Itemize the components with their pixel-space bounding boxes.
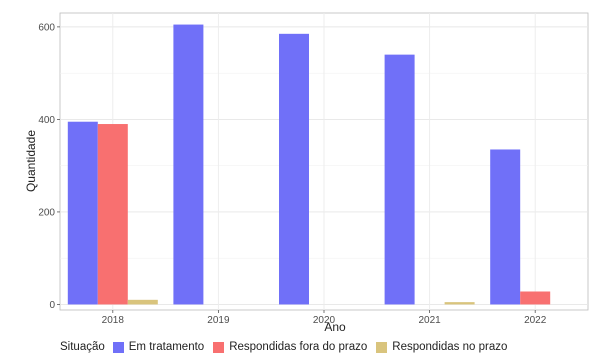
bar-2021-series-1	[384, 54, 415, 305]
legend-swatch	[112, 341, 124, 353]
x-tick-label: 2018	[102, 315, 125, 326]
legend-swatch	[213, 341, 225, 353]
legend-label: Respondidas fora do prazo	[229, 341, 368, 353]
legend-item-2: Respondidas fora do prazo	[213, 341, 367, 353]
y-axis: 0 200 400 600	[38, 22, 60, 311]
legend: Situação Em tratamento Respondidas fora d…	[0, 338, 590, 356]
legend-item-3: Respondidas no prazo	[376, 341, 507, 353]
y-tick-label: 600	[38, 22, 55, 33]
y-tick-label: 0	[49, 300, 55, 311]
x-axis: 2018 2019 2020 2021 2022	[102, 310, 547, 326]
y-axis-title: Quantidade	[24, 130, 38, 192]
legend-swatch	[376, 341, 388, 353]
bar-2020-series-1	[279, 33, 309, 305]
legend-title: Situação	[60, 341, 105, 353]
x-tick-label: 2022	[524, 315, 547, 326]
bar-chart: 0 200 400 600 2018 2019 2020 2021 2022 Ano Quan…	[24, 12, 589, 334]
legend-label: Respondidas no prazo	[392, 341, 508, 353]
bar-2019-series-1	[173, 24, 204, 305]
x-tick-label: 2021	[418, 315, 441, 326]
y-tick-label: 400	[38, 115, 55, 126]
bars	[67, 24, 551, 305]
x-tick-label: 2019	[207, 315, 230, 326]
x-tick-label: 2020	[313, 315, 336, 326]
y-tick-label: 200	[38, 207, 55, 218]
bar-2022-series-1	[490, 149, 521, 305]
bar-2018-series-1	[67, 121, 98, 305]
bar-2021-series-3	[444, 302, 475, 305]
x-axis-title: Ano	[324, 320, 346, 334]
legend-label: Em tratamento	[128, 341, 205, 353]
bar-2018-series-3	[127, 299, 158, 305]
bar-2018-series-2	[97, 124, 128, 305]
legend-items: Em tratamento Respondidas fora do prazo Re…	[112, 341, 517, 353]
bar-2022-series-2	[520, 291, 551, 305]
legend-item-1: Em tratamento	[112, 341, 205, 353]
